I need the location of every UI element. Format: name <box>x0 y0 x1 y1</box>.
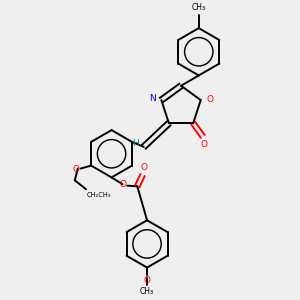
Text: O: O <box>201 140 208 149</box>
Text: O: O <box>120 180 127 189</box>
Text: CH₃: CH₃ <box>140 287 154 296</box>
Text: CH₂CH₃: CH₂CH₃ <box>87 192 111 198</box>
Text: CH₃: CH₃ <box>192 4 206 13</box>
Text: O: O <box>141 163 148 172</box>
Text: O: O <box>73 165 80 174</box>
Text: O: O <box>143 276 151 285</box>
Text: H: H <box>132 140 138 148</box>
Text: N: N <box>149 94 155 103</box>
Text: O: O <box>206 95 213 104</box>
